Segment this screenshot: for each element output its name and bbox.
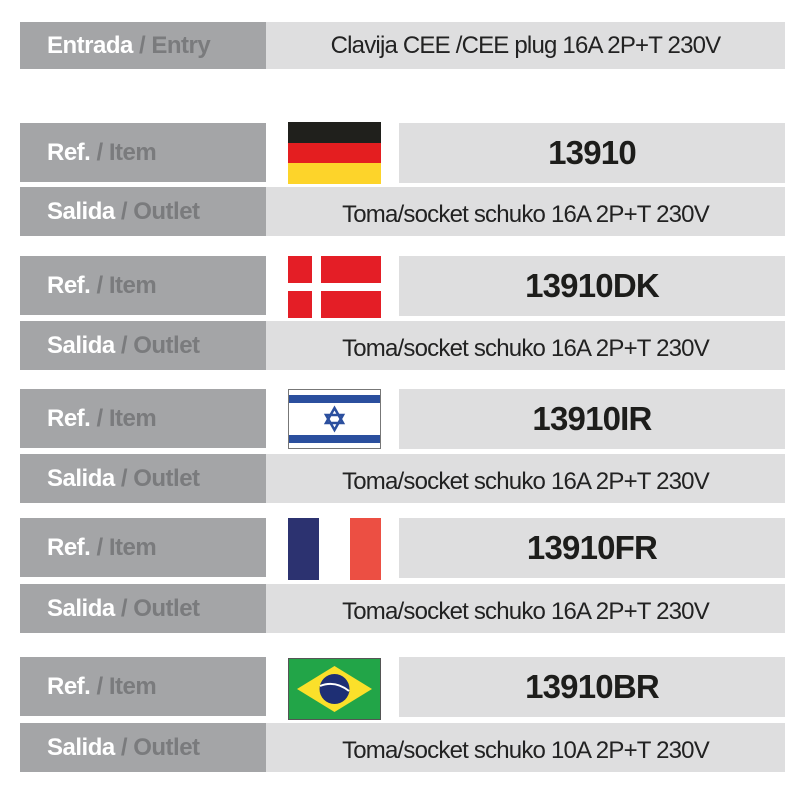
ref-label-en: / Item [96, 672, 157, 700]
ref-label-es: Ref. [47, 138, 91, 166]
ref-label-en: / Item [96, 138, 157, 166]
ref-label: Ref. / Item [20, 657, 266, 716]
ref-label: Ref. / Item [20, 123, 266, 182]
outlet-label-en: / Outlet [120, 733, 200, 761]
ref-label-en: / Item [96, 404, 157, 432]
outlet-value: Toma/socket schuko 16A 2P+T 230V [266, 321, 785, 370]
outlet-label-en: / Outlet [120, 594, 200, 622]
ref-label-es: Ref. [47, 404, 91, 432]
outlet-label-es: Salida [47, 331, 115, 359]
outlet-value: Toma/socket schuko 10A 2P+T 230V [266, 723, 785, 772]
ref-value: 13910BR [399, 657, 785, 717]
ref-label-es: Ref. [47, 533, 91, 561]
outlet-label-es: Salida [47, 594, 115, 622]
outlet-label: Salida / Outlet [20, 584, 266, 633]
ref-value: 13910DK [399, 256, 785, 316]
entry-value: Clavija CEE /CEE plug 16A 2P+T 230V [266, 22, 785, 69]
ref-value: 13910FR [399, 518, 785, 578]
ref-label-en: / Item [96, 533, 157, 561]
denmark-flag-icon [288, 256, 381, 318]
israel-flag-icon [288, 389, 381, 449]
entry-label-en: / Entry [139, 31, 211, 59]
ref-label-es: Ref. [47, 271, 91, 299]
ref-value: 13910 [399, 123, 785, 183]
outlet-value: Toma/socket schuko 16A 2P+T 230V [266, 584, 785, 633]
outlet-label-es: Salida [47, 464, 115, 492]
outlet-label-es: Salida [47, 197, 115, 225]
outlet-value: Toma/socket schuko 16A 2P+T 230V [266, 454, 785, 503]
ref-label: Ref. / Item [20, 518, 266, 577]
outlet-label: Salida / Outlet [20, 454, 266, 503]
entry-label-es: Entrada [47, 31, 133, 59]
germany-flag-icon [288, 122, 381, 184]
ref-label-en: / Item [96, 271, 157, 299]
outlet-label-en: / Outlet [120, 464, 200, 492]
ref-label: Ref. / Item [20, 389, 266, 448]
outlet-value: Toma/socket schuko 16A 2P+T 230V [266, 187, 785, 236]
france-flag-icon [288, 518, 381, 580]
ref-value: 13910IR [399, 389, 785, 449]
brazil-flag-icon [288, 658, 381, 720]
outlet-label-es: Salida [47, 733, 115, 761]
entry-label: Entrada / Entry [20, 22, 266, 69]
outlet-label: Salida / Outlet [20, 187, 266, 236]
outlet-label: Salida / Outlet [20, 321, 266, 370]
outlet-label: Salida / Outlet [20, 723, 266, 772]
ref-label-es: Ref. [47, 672, 91, 700]
outlet-label-en: / Outlet [120, 331, 200, 359]
ref-label: Ref. / Item [20, 256, 266, 315]
outlet-label-en: / Outlet [120, 197, 200, 225]
